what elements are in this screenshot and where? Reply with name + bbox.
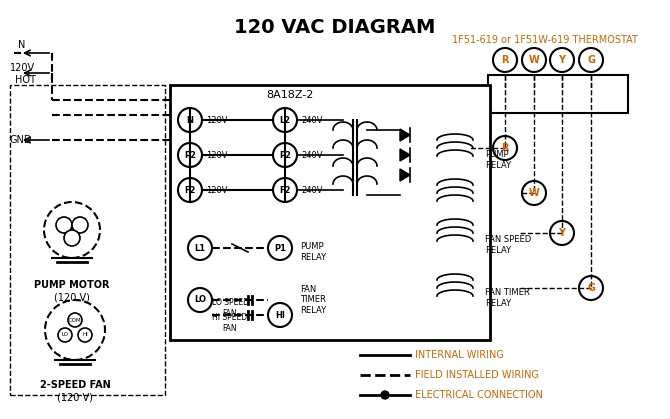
Text: 120V: 120V (206, 116, 228, 124)
Text: R: R (501, 143, 509, 153)
Text: 120 VAC DIAGRAM: 120 VAC DIAGRAM (234, 18, 436, 37)
Circle shape (522, 48, 546, 72)
Circle shape (178, 143, 202, 167)
Circle shape (381, 391, 389, 399)
Bar (170, 85, 490, 340)
Text: LO: LO (62, 333, 68, 337)
Text: PUMP
RELAY: PUMP RELAY (485, 150, 511, 170)
Text: G: G (587, 283, 595, 293)
Text: PUMP MOTOR: PUMP MOTOR (34, 280, 110, 290)
Circle shape (44, 202, 100, 258)
Circle shape (273, 143, 297, 167)
Text: F2: F2 (184, 186, 196, 194)
Text: L1: L1 (194, 243, 206, 253)
Circle shape (268, 236, 292, 260)
Circle shape (188, 288, 212, 312)
Circle shape (579, 276, 603, 300)
Text: 120V: 120V (10, 63, 35, 73)
Text: FAN
TIMER
RELAY: FAN TIMER RELAY (300, 285, 326, 315)
Text: 240V: 240V (301, 186, 322, 194)
Circle shape (78, 328, 92, 342)
Text: L2: L2 (279, 116, 291, 124)
Text: 120V: 120V (206, 186, 228, 194)
Text: ELECTRICAL CONNECTION: ELECTRICAL CONNECTION (415, 390, 543, 400)
Text: F2: F2 (279, 186, 291, 194)
Text: 8A18Z-2: 8A18Z-2 (266, 90, 314, 100)
Text: 120V: 120V (206, 150, 228, 160)
Circle shape (273, 178, 297, 202)
Circle shape (273, 108, 297, 132)
Text: N: N (18, 40, 25, 50)
Circle shape (56, 217, 72, 233)
Text: G: G (587, 55, 595, 65)
Circle shape (493, 136, 517, 160)
Circle shape (72, 217, 88, 233)
Text: (120 V): (120 V) (57, 392, 93, 402)
Circle shape (45, 300, 105, 360)
Text: HOT: HOT (15, 75, 36, 85)
Text: Y: Y (559, 55, 565, 65)
Circle shape (188, 236, 212, 260)
Text: HI: HI (275, 310, 285, 320)
Polygon shape (400, 149, 410, 161)
Text: 240V: 240V (301, 150, 322, 160)
Circle shape (493, 48, 517, 72)
Circle shape (550, 221, 574, 245)
Circle shape (58, 328, 72, 342)
Bar (10, 85, 165, 395)
Text: LO SPEED
FAN: LO SPEED FAN (212, 298, 249, 318)
Bar (488, 75, 628, 113)
Circle shape (579, 48, 603, 72)
Text: (120 V): (120 V) (54, 292, 90, 302)
Circle shape (64, 230, 80, 246)
Text: 240V: 240V (301, 116, 322, 124)
Text: P2: P2 (184, 150, 196, 160)
Text: Y: Y (559, 228, 565, 238)
Text: N: N (186, 116, 194, 124)
Polygon shape (400, 169, 410, 181)
Text: LO: LO (194, 295, 206, 305)
Circle shape (68, 313, 82, 327)
Circle shape (522, 181, 546, 205)
Polygon shape (400, 129, 410, 141)
Text: COM: COM (69, 318, 81, 323)
Text: 1F51-619 or 1F51W-619 THERMOSTAT: 1F51-619 or 1F51W-619 THERMOSTAT (452, 35, 638, 45)
Circle shape (178, 178, 202, 202)
Text: FAN TIMER
RELAY: FAN TIMER RELAY (485, 288, 530, 308)
Circle shape (550, 48, 574, 72)
Circle shape (178, 108, 202, 132)
Text: R: R (501, 55, 509, 65)
Text: P2: P2 (279, 150, 291, 160)
Circle shape (268, 303, 292, 327)
Text: W: W (529, 55, 539, 65)
Text: FIELD INSTALLED WIRING: FIELD INSTALLED WIRING (415, 370, 539, 380)
Text: PUMP
RELAY: PUMP RELAY (300, 242, 326, 262)
Text: 2-SPEED FAN: 2-SPEED FAN (40, 380, 111, 390)
Text: W: W (529, 188, 539, 198)
Text: GND: GND (10, 135, 33, 145)
Text: HI SPEED
FAN: HI SPEED FAN (212, 313, 247, 333)
Text: FAN SPEED
RELAY: FAN SPEED RELAY (485, 235, 531, 255)
Text: P1: P1 (274, 243, 286, 253)
Text: INTERNAL WIRING: INTERNAL WIRING (415, 350, 504, 360)
Text: HI: HI (82, 333, 88, 337)
